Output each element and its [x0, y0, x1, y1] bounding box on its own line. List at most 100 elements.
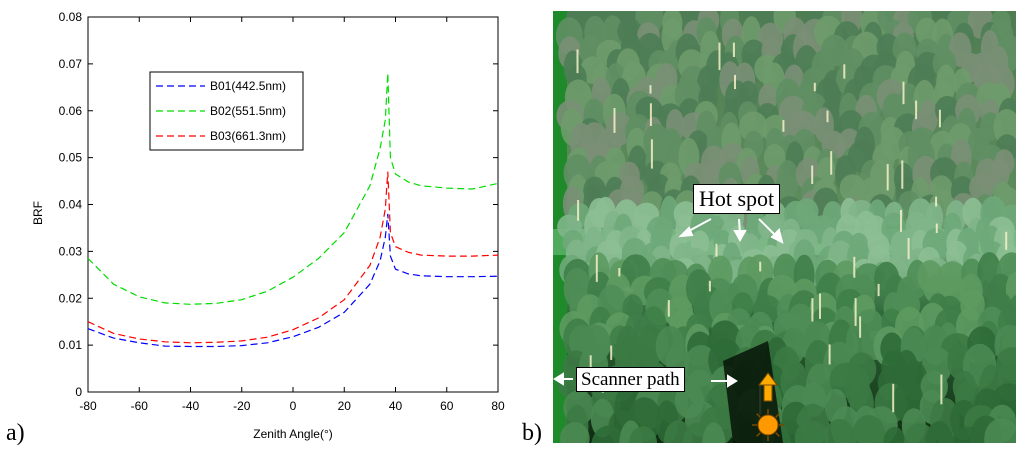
tree-crown	[851, 415, 886, 443]
legend-box	[149, 71, 304, 151]
tree-crown	[591, 425, 627, 443]
tree-crown	[629, 426, 657, 443]
sunlit-streak	[877, 283, 880, 297]
sunlit-streak	[650, 139, 653, 169]
sunlit-streak	[1005, 231, 1008, 250]
y-tick-label: 0.05	[59, 151, 83, 165]
sun-icon	[752, 409, 784, 441]
sunlit-streak	[938, 109, 941, 128]
x-tick-label: 40	[389, 399, 403, 413]
sunlit-streak	[892, 383, 895, 413]
scanner-path-label: Scanner path	[576, 367, 685, 392]
sunlit-streak	[900, 210, 902, 232]
sunlit-streak	[595, 254, 598, 282]
x-tick-label: 0	[290, 399, 297, 413]
panel-label-a: a)	[6, 420, 25, 446]
hot-spot-label: Hot spot	[693, 184, 781, 214]
sunlit-streak	[854, 298, 857, 326]
sunlit-streak	[715, 243, 718, 257]
series-lines	[87, 73, 499, 348]
y-tick-label: 0	[75, 385, 82, 399]
sun-ray	[756, 432, 761, 437]
x-tick-label: -40	[182, 399, 200, 413]
x-tick-label: -80	[79, 399, 97, 413]
sun-ray	[756, 413, 761, 418]
sunlit-streak	[853, 256, 856, 278]
x-tick-label: 20	[338, 399, 352, 413]
y-tick-label: 0.08	[59, 10, 83, 24]
sunlit-streak	[667, 300, 670, 317]
sunlit-streak	[902, 81, 905, 105]
y-tick-labels: 0 0.01 0.02 0.03 0.04 0.05 0.06 0.07 0.08	[59, 10, 83, 399]
sunlit-streak	[819, 293, 821, 319]
panel-label-b: b)	[522, 420, 542, 446]
series-line-1	[87, 213, 499, 348]
series-line-3	[87, 171, 499, 344]
x-tick-labels: -80 -60 -40 -20 0 20 40 60 80	[79, 399, 505, 413]
sunlit-streak	[734, 74, 736, 90]
tree-crown	[984, 418, 1016, 443]
sunlit-streak	[828, 344, 831, 365]
x-tick-label: -20	[233, 399, 251, 413]
tree-crown	[702, 422, 726, 443]
y-tick-label: 0.03	[59, 244, 83, 258]
sunlit-streak	[718, 42, 721, 71]
series-line-2	[87, 73, 499, 305]
y-axis-label: BRF	[31, 201, 45, 225]
sunlit-streak	[901, 160, 904, 189]
sunlit-streak	[649, 85, 652, 94]
sunlit-streak	[886, 164, 889, 191]
tree-crown	[738, 80, 758, 110]
sunlit-streak	[859, 316, 862, 338]
sun-ray	[775, 432, 780, 437]
sunlit-streak	[732, 42, 735, 57]
hot-spot-arrows	[678, 218, 784, 244]
sunlit-streak	[915, 100, 918, 120]
sunlit-streak	[813, 82, 816, 92]
sun-ray	[775, 413, 780, 418]
sunlit-streak	[708, 280, 711, 292]
axis-ticks	[87, 16, 499, 393]
tree-crown	[763, 143, 786, 171]
sunlit-streak	[940, 374, 943, 405]
tree-crowns	[555, 11, 1016, 443]
legend-entry-3: B03(661.3nm)	[210, 129, 286, 143]
sunlit-streak	[618, 268, 621, 277]
brf-line-chart: 0 0.01 0.02 0.03 0.04 0.05 0.06 0.07 0.08 -80 -60…	[31, 10, 505, 441]
sunlit-streak	[826, 110, 829, 123]
x-axis-label: Zenith Angle(°)	[253, 427, 333, 441]
sunlit-streak	[782, 120, 785, 132]
y-tick-label: 0.02	[59, 291, 83, 305]
scanner-path-arrows	[553, 372, 738, 388]
tree-crown	[739, 111, 768, 143]
sunlit-streak	[649, 103, 652, 126]
tree-crown	[990, 157, 1010, 189]
legend-entry-1: B01(442.5nm)	[210, 79, 286, 93]
tree-crown	[824, 418, 855, 443]
tree-crown	[883, 426, 906, 443]
tree-crown	[839, 174, 866, 202]
sunlit-streak	[811, 165, 814, 184]
x-tick-label: 60	[440, 399, 454, 413]
y-tick-label: 0.01	[59, 338, 83, 352]
sunlit-streak	[907, 238, 910, 260]
sunlit-streak	[843, 64, 846, 79]
sunlit-highlights	[576, 42, 1008, 415]
sunlit-streak	[935, 196, 938, 207]
x-tick-label: 80	[491, 399, 505, 413]
sunlit-streak	[610, 345, 613, 360]
sunlit-streak	[613, 108, 616, 133]
y-tick-label: 0.04	[59, 198, 83, 212]
chart-legend: B01(442.5nm) B02(551.5nm) B03(661.3nm)	[149, 71, 304, 151]
sunlit-streak	[576, 49, 579, 74]
legend-entry-2: B02(551.5nm)	[210, 104, 286, 118]
x-tick-label: -60	[131, 399, 149, 413]
sunlit-streak	[830, 151, 833, 175]
tree-crown	[925, 421, 954, 443]
y-tick-label: 0.06	[59, 104, 83, 118]
sunlit-streak	[577, 200, 580, 221]
sunlit-streak	[935, 223, 938, 233]
y-tick-label: 0.07	[59, 57, 83, 71]
sunlit-streak	[759, 261, 762, 272]
tree-crown	[794, 420, 829, 443]
